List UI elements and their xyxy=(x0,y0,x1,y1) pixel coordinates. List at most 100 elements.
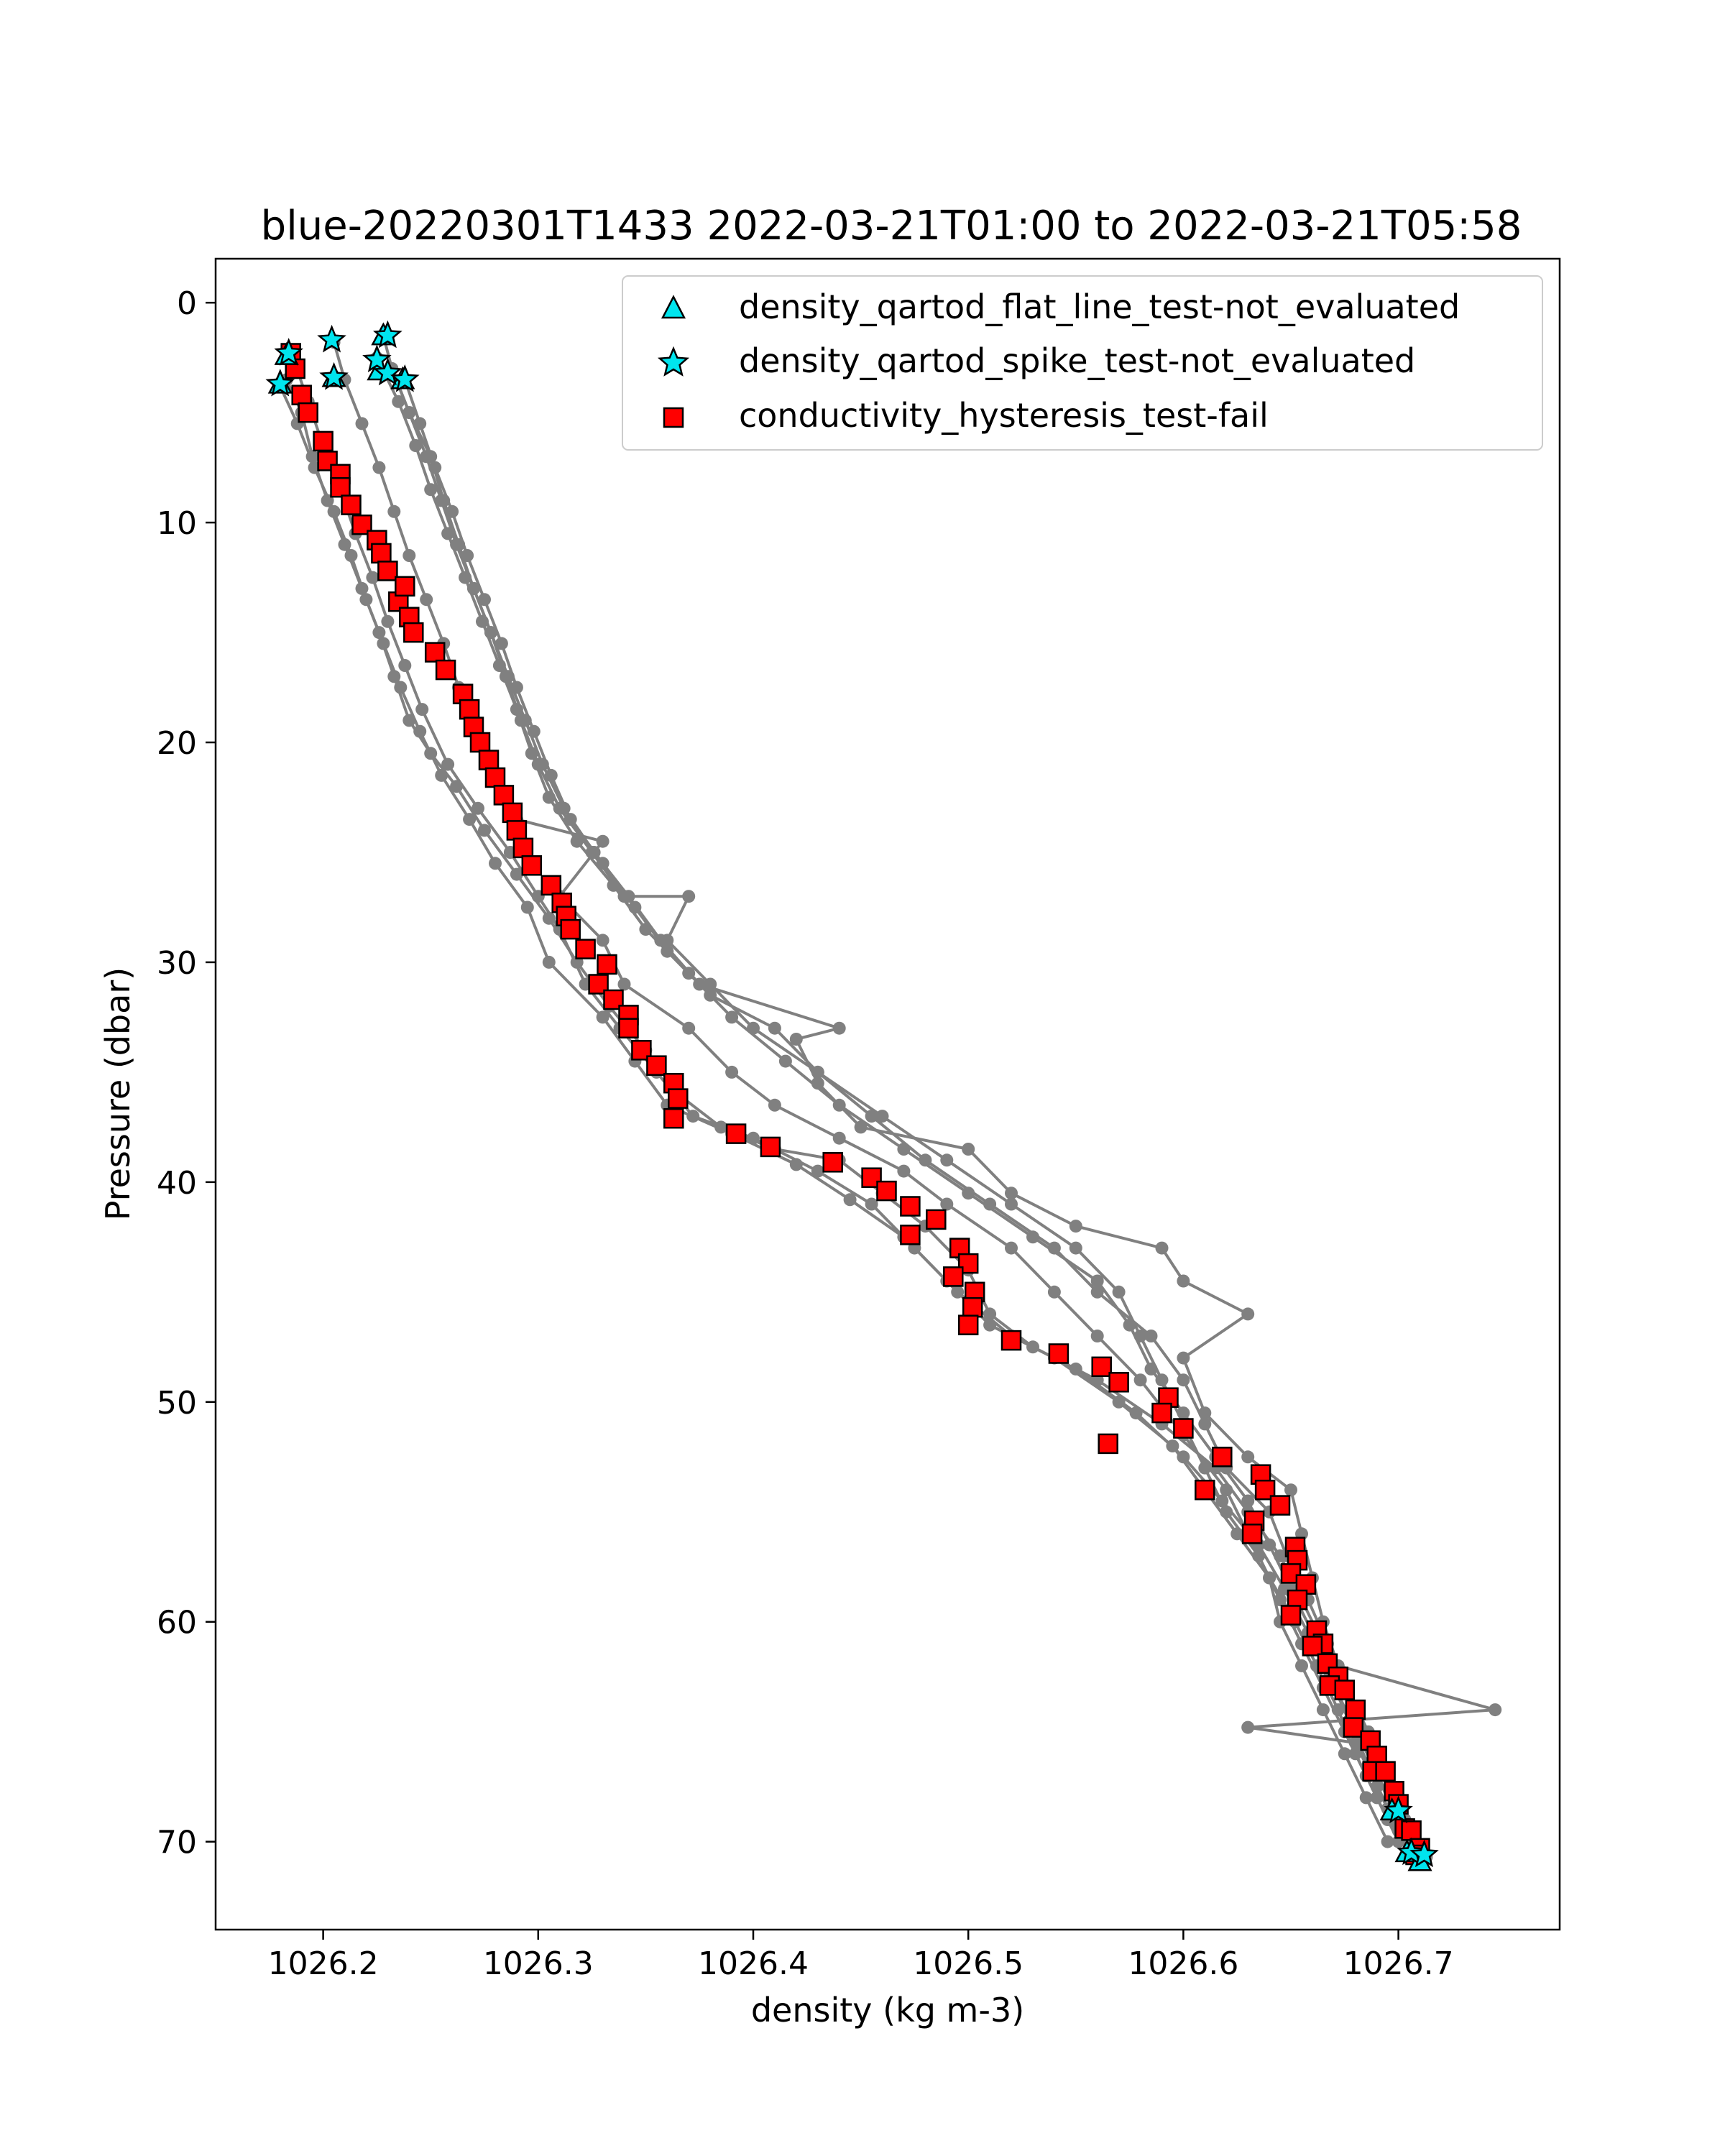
profile-point xyxy=(402,406,416,420)
profile-point xyxy=(919,1153,932,1167)
y-axis-label: Pressure (dbar) xyxy=(98,967,137,1220)
x-axis: 1026.2 1026.3 1026.4 1026.5 1026.6 1026.7 xyxy=(268,1930,1454,1982)
hysteresis-fail-marker xyxy=(618,1018,639,1038)
hysteresis-fail-marker xyxy=(1269,1495,1291,1516)
profile-point xyxy=(1284,1483,1297,1497)
profile-point xyxy=(415,703,429,717)
profile-point xyxy=(768,1021,781,1035)
y-tick-label: 70 xyxy=(157,1825,197,1861)
hysteresis-fail-marker xyxy=(597,954,617,975)
x-tick-label: 1026.4 xyxy=(698,1945,809,1982)
profile-point xyxy=(1047,1285,1061,1299)
profile-point xyxy=(467,581,480,595)
spike-marker xyxy=(274,338,303,366)
legend-frame xyxy=(622,275,1543,451)
hysteresis-fail-marker xyxy=(822,1152,843,1173)
hysteresis-fail-marker xyxy=(663,1107,684,1129)
hysteresis-fail-marker xyxy=(435,659,456,681)
hysteresis-fail-marker xyxy=(957,1314,979,1335)
hysteresis-fail-marker xyxy=(341,494,362,515)
y-tick-label: 0 xyxy=(177,285,197,322)
profile-point xyxy=(1198,1461,1212,1475)
hysteresis-fail-marker xyxy=(1345,1699,1366,1720)
profile-point xyxy=(1381,1835,1394,1848)
hysteresis-fail-marker xyxy=(521,855,543,876)
x-axis-label: density (kg m-3) xyxy=(751,1991,1024,2030)
hysteresis-fail-marker xyxy=(1375,1761,1396,1782)
profile-point xyxy=(1005,1187,1018,1200)
hysteresis-fail-marker xyxy=(403,622,424,643)
hysteresis-fail-marker xyxy=(926,1209,947,1230)
profile-point xyxy=(1338,1747,1351,1761)
hysteresis-fail-marker xyxy=(1241,1524,1263,1544)
profile-point xyxy=(452,538,466,551)
profile-point xyxy=(596,834,610,848)
hysteresis-fail-marker xyxy=(1343,1717,1364,1738)
hysteresis-fail-marker xyxy=(1212,1447,1233,1468)
profile-point xyxy=(811,1077,824,1090)
profile-point xyxy=(441,757,455,771)
hysteresis-fail-marker xyxy=(1334,1680,1356,1700)
hysteresis-fail-marker xyxy=(484,767,506,788)
profile-point xyxy=(596,934,610,947)
hysteresis-fail-marker xyxy=(371,543,392,564)
legend-label-spike: density_qartod_spike_test-not_evaluated xyxy=(739,341,1415,380)
x-tick-label: 1026.7 xyxy=(1343,1945,1454,1982)
profile-point xyxy=(478,824,491,837)
hysteresis-fail-marker xyxy=(540,875,562,896)
x-tick-label: 1026.5 xyxy=(913,1945,1024,1982)
hysteresis-fail-marker xyxy=(900,1225,921,1245)
profile-point xyxy=(424,450,438,464)
profile-point xyxy=(1069,1241,1082,1255)
profile-point xyxy=(693,977,707,991)
profile-point xyxy=(437,494,451,507)
profile-point xyxy=(1177,1351,1190,1365)
profile-point xyxy=(1112,1395,1126,1409)
profile-point xyxy=(1263,1538,1276,1552)
profile-point xyxy=(1177,1406,1190,1420)
profile-point xyxy=(1370,1780,1384,1794)
profile-point xyxy=(542,955,556,969)
profile-point xyxy=(962,1187,975,1200)
plot-frame xyxy=(214,257,1561,1931)
profile-point xyxy=(525,747,538,760)
hysteresis-fail-marker xyxy=(1108,1372,1129,1393)
profile-point xyxy=(409,439,423,452)
hysteresis-fail-marker xyxy=(493,785,515,806)
profile-point xyxy=(682,890,696,903)
profile-point xyxy=(542,911,556,925)
profile-point xyxy=(472,801,484,815)
hysteresis-fail-marker xyxy=(575,939,596,959)
spike-marker xyxy=(265,369,295,397)
profile-point xyxy=(501,670,515,683)
profile-point xyxy=(622,890,635,903)
profile-point xyxy=(392,395,405,408)
profile-point xyxy=(940,1153,954,1167)
legend-triangle-marker xyxy=(661,295,686,319)
profile-point xyxy=(1005,1241,1018,1255)
profile-point xyxy=(420,593,433,607)
hysteresis-fail-marker xyxy=(943,1266,964,1287)
hysteresis-fail-marker xyxy=(900,1196,921,1217)
profile-point xyxy=(1166,1439,1179,1452)
profile-line-6 xyxy=(403,379,1428,1858)
profile-point xyxy=(1129,1406,1143,1420)
profile-point xyxy=(983,1197,997,1211)
profile-point xyxy=(387,505,401,518)
profile-point xyxy=(520,900,534,914)
profile-point xyxy=(778,1054,792,1068)
profile-point xyxy=(587,846,601,859)
profile-point xyxy=(1177,1274,1190,1288)
profile-point xyxy=(1090,1274,1104,1288)
profile-point xyxy=(1198,1417,1212,1431)
profile-point xyxy=(344,549,358,562)
profile-point xyxy=(1133,1373,1147,1387)
profile-point xyxy=(1047,1241,1061,1255)
spike-not-evaluated-markers xyxy=(265,320,1439,1868)
x-tick-label: 1026.3 xyxy=(483,1945,594,1982)
hysteresis-fail-marker xyxy=(469,732,491,753)
hysteresis-fail-markers xyxy=(280,343,1430,1866)
hysteresis-fail-marker xyxy=(646,1055,667,1076)
x-tick-label: 1026.6 xyxy=(1128,1945,1238,1982)
